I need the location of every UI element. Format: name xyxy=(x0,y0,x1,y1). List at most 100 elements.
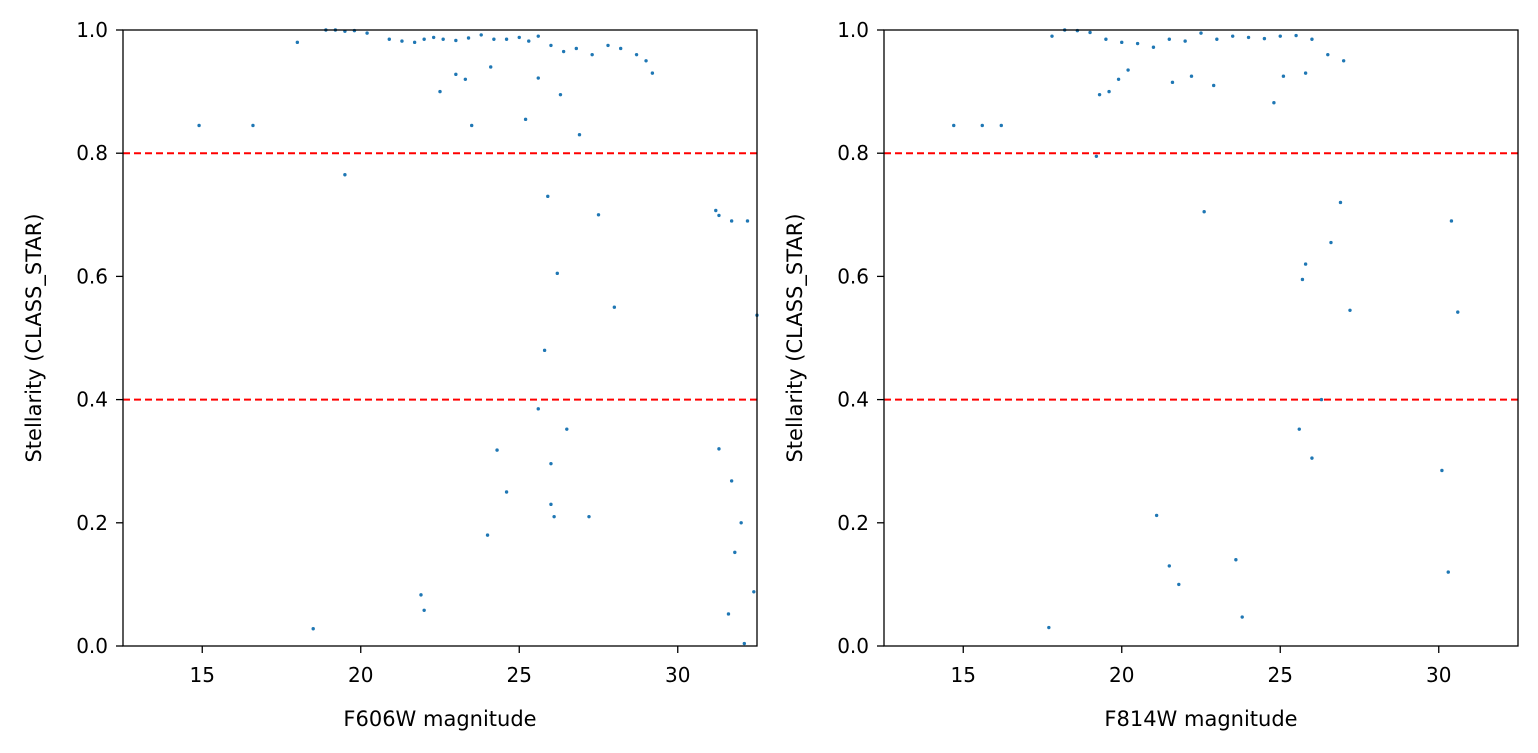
scatter-point xyxy=(561,49,566,54)
scatter-point xyxy=(1281,74,1286,78)
scatter-point xyxy=(1319,397,1324,402)
scatter-point xyxy=(527,39,531,43)
scatter-point xyxy=(587,514,591,519)
scatter-point xyxy=(596,213,601,217)
scatter-point xyxy=(1246,35,1251,40)
scatter-point xyxy=(1167,564,1172,568)
scatter-point xyxy=(536,407,540,411)
scatter-point xyxy=(1310,37,1314,41)
scatter-point xyxy=(1300,277,1305,282)
x-tick-label: 25 xyxy=(1268,663,1293,687)
y-tick-label: 0.4 xyxy=(76,388,108,412)
scatter-point xyxy=(1338,200,1343,205)
scatter-point xyxy=(1170,80,1175,85)
scatter-point xyxy=(1050,34,1054,38)
scatter-point xyxy=(1107,89,1111,94)
scatter-point xyxy=(590,52,594,57)
scatter-point xyxy=(504,37,509,41)
scatter-point xyxy=(552,514,556,519)
x-tick-label: 15 xyxy=(951,663,976,687)
y-axis-label-f606w: Stellarity (CLASS_STAR) xyxy=(22,213,47,462)
scatter-point xyxy=(739,521,743,525)
scatter-point xyxy=(733,550,737,555)
y-tick-label: 0.2 xyxy=(837,511,869,535)
reference-lines-f814w xyxy=(884,152,1518,401)
scatter-point xyxy=(577,133,582,137)
x-tick-label: 25 xyxy=(507,663,532,687)
scatter-point xyxy=(952,123,956,128)
scatter-point xyxy=(549,43,553,48)
scatter-point xyxy=(1456,310,1460,314)
x-axis-label-f606w: F606W magnitude xyxy=(343,707,536,731)
scatter-point xyxy=(295,40,300,45)
scatter-point xyxy=(454,38,458,43)
scatter-point xyxy=(634,52,639,57)
scatter-point xyxy=(555,271,559,276)
scatter-point xyxy=(1094,154,1099,158)
scatter-point xyxy=(1126,68,1130,72)
scatter-point xyxy=(419,593,423,597)
scatter-point xyxy=(536,34,540,38)
scatter-point xyxy=(729,219,734,223)
scatter-point xyxy=(438,89,442,94)
scatter-point xyxy=(618,46,623,51)
scatter-point xyxy=(1116,77,1121,81)
scatter-point xyxy=(574,46,579,51)
plot-area-f814w xyxy=(883,29,1519,647)
reference-lines-f606w xyxy=(123,152,757,401)
scatter-point xyxy=(612,305,617,309)
scatter-point xyxy=(1303,262,1308,266)
scatter-point xyxy=(980,123,984,128)
scatter-point xyxy=(1341,59,1346,63)
scatter-point xyxy=(1215,37,1219,41)
y-tick-label: 0.6 xyxy=(837,264,869,288)
scatter-point xyxy=(1326,52,1330,57)
scatter-point xyxy=(546,194,550,199)
scatter-point xyxy=(1199,31,1203,35)
scatter-point xyxy=(1440,468,1444,473)
panel-f606w: 15 20 25 30 0.0 0.2 0.4 0.6 0.8 1.0 F606… xyxy=(22,18,759,731)
scatter-point xyxy=(1449,219,1454,223)
scatter-point xyxy=(365,31,369,35)
x-axis-label-f814w: F814W magnitude xyxy=(1104,707,1297,731)
scatter-point xyxy=(549,461,553,466)
panel-f814w: 15 20 25 30 0.0 0.2 0.4 0.6 0.8 1.0 F814… xyxy=(783,18,1519,731)
y-tick-label: 0.8 xyxy=(76,141,108,165)
y-ticks-f606w: 0.0 0.2 0.4 0.6 0.8 1.0 xyxy=(76,18,123,658)
scatter-point xyxy=(606,43,610,48)
scatter-point xyxy=(495,448,499,452)
y-tick-label: 0.0 xyxy=(76,634,108,658)
x-tick-label: 20 xyxy=(348,663,373,687)
scatter-point xyxy=(485,533,490,537)
y-axis-label-f814w: Stellarity (CLASS_STAR) xyxy=(783,213,808,462)
y-tick-label: 1.0 xyxy=(837,18,869,42)
scatter-point xyxy=(1329,240,1333,245)
scatter-point xyxy=(489,65,493,69)
scatter-point xyxy=(454,72,458,77)
scatter-point xyxy=(431,35,436,40)
y-ticks-f814w: 0.0 0.2 0.4 0.6 0.8 1.0 xyxy=(837,18,884,658)
scatter-point xyxy=(717,213,721,218)
scatter-points-f814w xyxy=(952,28,1460,630)
scatter-point xyxy=(1154,513,1159,518)
scatter-point xyxy=(479,33,483,37)
scatter-point xyxy=(1135,41,1140,46)
x-tick-label: 30 xyxy=(1426,663,1451,687)
scatter-point xyxy=(412,40,417,45)
scatter-point xyxy=(387,37,391,41)
scatter-point xyxy=(251,123,255,128)
scatter-point xyxy=(422,608,426,612)
scatter-point xyxy=(1177,582,1181,587)
scatter-point xyxy=(1231,34,1235,38)
x-tick-label: 20 xyxy=(1109,663,1134,687)
scatter-point xyxy=(1262,36,1267,41)
y-tick-label: 0.6 xyxy=(76,264,108,288)
scatter-point xyxy=(1151,45,1156,49)
x-tick-label: 15 xyxy=(190,663,215,687)
scatter-point xyxy=(1348,308,1352,312)
scatter-point xyxy=(714,208,718,213)
scatter-point xyxy=(1297,427,1301,431)
scatter-point xyxy=(549,502,553,507)
scatter-point xyxy=(441,37,445,41)
